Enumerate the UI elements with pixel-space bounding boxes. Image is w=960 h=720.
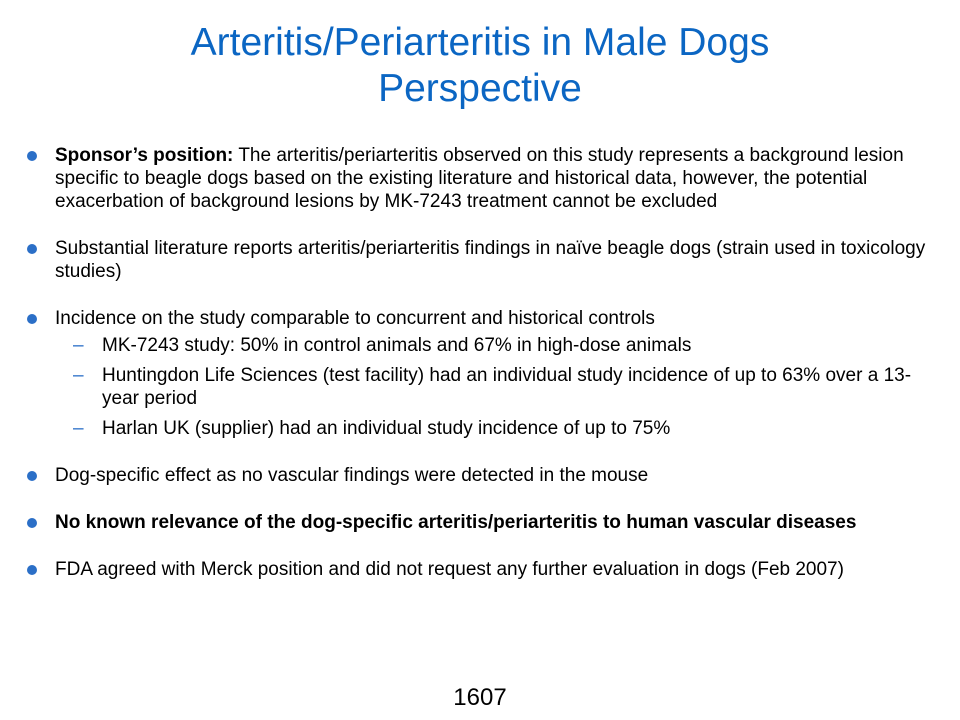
bullet-no-known-relevance: No known relevance of the dog-specific a… bbox=[20, 511, 940, 534]
bullet-text: No known relevance of the dog-specific a… bbox=[55, 512, 857, 533]
sub-bullet-huntingdon: – Huntingdon Life Sciences (test facilit… bbox=[55, 364, 940, 410]
bullet-fda-agreed: FDA agreed with Merck position and did n… bbox=[20, 558, 940, 581]
bullet-incidence: Incidence on the study comparable to con… bbox=[20, 307, 940, 330]
bullet-dot-icon bbox=[27, 565, 37, 575]
sub-bullet-text: Huntingdon Life Sciences (test facility)… bbox=[102, 365, 912, 409]
slide-title-line-1: Arteritis/Periarteritis in Male Dogs bbox=[190, 21, 770, 64]
page-number: 1607 bbox=[453, 684, 507, 711]
bullet-list: Sponsor’s position: The arteritis/periar… bbox=[20, 144, 940, 605]
slide-title: Arteritis/Periarteritis in Male Dogs Per… bbox=[40, 20, 920, 112]
bullet-text: Incidence on the study comparable to con… bbox=[55, 308, 655, 329]
bullet-text: The arteritis/periarteritis observed on … bbox=[55, 145, 904, 212]
dash-icon: – bbox=[73, 335, 84, 356]
sub-bullet-harlan: – Harlan UK (supplier) had an individual… bbox=[55, 417, 940, 440]
bullet-dot-icon bbox=[27, 314, 37, 324]
dash-icon: – bbox=[73, 418, 84, 439]
slide-title-line-2: Perspective bbox=[378, 67, 582, 110]
bullet-dot-icon bbox=[27, 244, 37, 254]
bullet-text: Substantial literature reports arteritis… bbox=[55, 238, 926, 282]
sub-bullet-text: Harlan UK (supplier) had an individual s… bbox=[102, 418, 671, 439]
dash-icon: – bbox=[73, 365, 84, 386]
bullet-literature: Substantial literature reports arteritis… bbox=[20, 237, 940, 283]
sub-bullet-mk7243-study: – MK-7243 study: 50% in control animals … bbox=[55, 334, 940, 357]
bullet-dog-specific-effect: Dog-specific effect as no vascular findi… bbox=[20, 464, 940, 487]
bullet-dot-icon bbox=[27, 518, 37, 528]
bullet-sponsor-position: Sponsor’s position: The arteritis/periar… bbox=[20, 144, 940, 213]
sub-bullet-text: MK-7243 study: 50% in control animals an… bbox=[102, 335, 692, 356]
bullet-text: Dog-specific effect as no vascular findi… bbox=[55, 465, 649, 486]
bullet-text: FDA agreed with Merck position and did n… bbox=[55, 559, 844, 580]
bullet-lead: Sponsor’s position: bbox=[55, 145, 234, 166]
incidence-sublist: – MK-7243 study: 50% in control animals … bbox=[55, 334, 940, 440]
bullet-dot-icon bbox=[27, 471, 37, 481]
bullet-dot-icon bbox=[27, 151, 37, 161]
